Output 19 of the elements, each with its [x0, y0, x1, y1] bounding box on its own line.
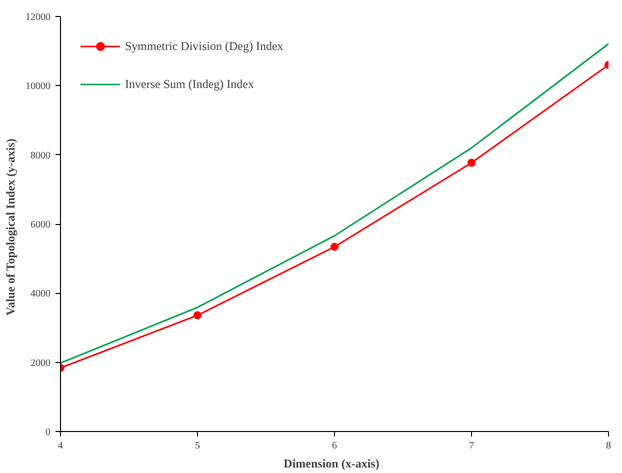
- point: [468, 158, 476, 167]
- x-tick-label: 7: [469, 440, 474, 452]
- x-tick-label: 5: [195, 440, 200, 452]
- y-tick-label: 8000: [30, 150, 50, 162]
- y-tick-label: 2000: [30, 358, 50, 369]
- x-axis-title: Dimension (x-axis): [284, 456, 380, 470]
- y-tick-label: 10000: [26, 81, 50, 92]
- y-axis-title: Value of Topological Index (y-axis): [4, 138, 18, 316]
- x-tick-label: 8: [606, 440, 611, 452]
- point: [194, 311, 202, 320]
- y-tick-label: 6000: [30, 220, 50, 230]
- y-tick-label: 4000: [30, 288, 50, 300]
- x-tick-label: 4: [58, 440, 63, 452]
- y-tick-label: 0: [46, 427, 50, 438]
- y-tick-label: 12000: [26, 12, 50, 23]
- legend-label: Symmetric Division (Deg) Index: [125, 38, 284, 54]
- x-tick-label: 6: [332, 440, 337, 452]
- legend-label: Inverse Sum (Indeg) Index: [125, 76, 254, 92]
- point: [330, 242, 338, 251]
